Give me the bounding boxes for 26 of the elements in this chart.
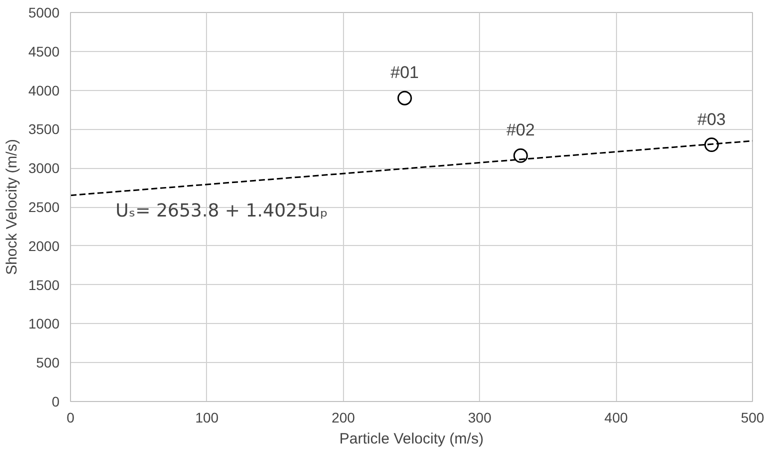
x-tick-label: 500 <box>740 410 764 426</box>
x-tick-label: 200 <box>332 410 356 426</box>
y-tick-label: 500 <box>36 354 60 371</box>
x-tick-label: 400 <box>604 410 628 426</box>
y-tick-label: 1500 <box>28 276 60 293</box>
point <box>704 138 719 152</box>
y-tick-label: 5000 <box>28 4 60 20</box>
x-axis-title: Particle Velocity (m/s) <box>339 430 484 448</box>
y-axis-title: Shock Velocity (m/s) <box>3 139 20 275</box>
x-tick-label: 0 <box>66 410 75 426</box>
annotation: #01 <box>390 63 419 82</box>
point <box>513 148 528 163</box>
x-tick-label: 100 <box>195 410 219 426</box>
point <box>397 90 412 106</box>
x-tick-label: 300 <box>468 410 492 426</box>
y-tick-label: 3000 <box>28 160 60 176</box>
y-tick-label: 1000 <box>28 316 60 332</box>
y-tick-label: 2000 <box>28 238 60 254</box>
annotation: #02 <box>506 120 535 140</box>
y-tick-label: 0 <box>52 394 60 410</box>
y-tick-label: 2500 <box>28 199 60 215</box>
y-tick-label: 3500 <box>28 121 60 138</box>
y-tick-label: 4500 <box>28 43 60 60</box>
annotation: Uₛ= 2653.8 + 1.4025uₚ <box>116 200 328 222</box>
annotation: #03 <box>697 110 726 129</box>
y-tick-label: 4000 <box>28 82 60 98</box>
